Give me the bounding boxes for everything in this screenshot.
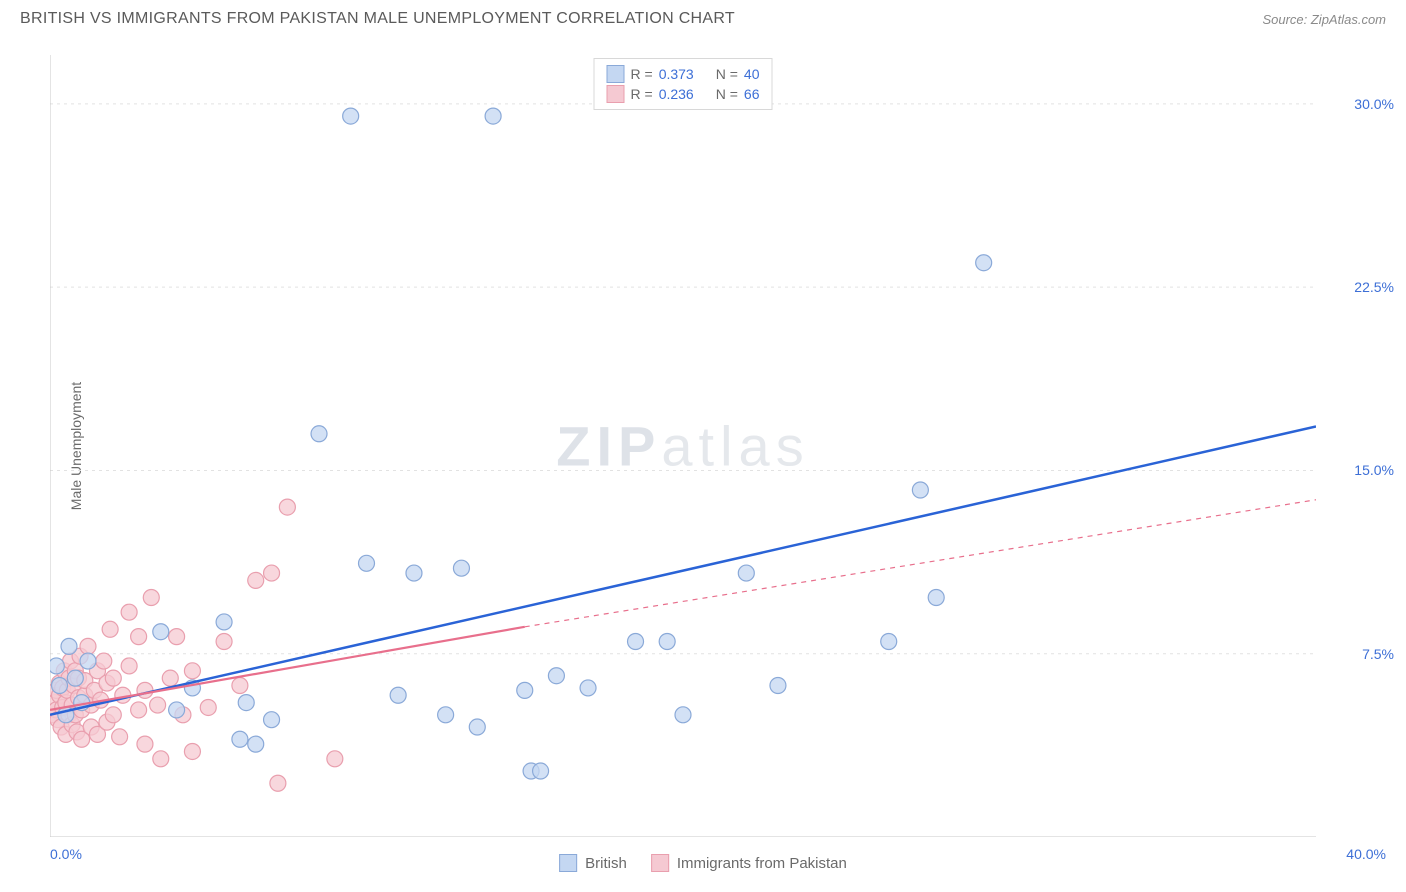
scatter-point [105,707,121,723]
series-legend-item: British [559,854,627,872]
scatter-point [248,736,264,752]
scatter-point [517,682,533,698]
scatter-point [485,108,501,124]
scatter-point [112,729,128,745]
scatter-point [928,590,944,606]
scatter-point [390,687,406,703]
scatter-point [675,707,691,723]
scatter-point [200,699,216,715]
scatter-point [162,670,178,686]
scatter-point [169,702,185,718]
scatter-point [770,677,786,693]
legend-row: R = 0.373 N = 40 [607,65,760,83]
legend-swatch [607,65,625,83]
scatter-point [51,677,67,693]
legend-swatch [559,854,577,872]
scatter-point [881,634,897,650]
source-attribution: Source: ZipAtlas.com [1262,12,1386,27]
scatter-point [533,763,549,779]
series-legend-label: Immigrants from Pakistan [677,855,847,872]
y-tick-label: 15.0% [1354,462,1394,478]
legend-n-value: 40 [744,66,760,82]
scatter-point [659,634,675,650]
scatter-point [359,555,375,571]
scatter-point [137,682,153,698]
scatter-point [96,653,112,669]
scatter-point [912,482,928,498]
scatter-point [153,751,169,767]
scatter-point [131,629,147,645]
legend-r-label: R = [631,86,653,102]
scatter-point [50,658,64,674]
scatter-point [264,565,280,581]
scatter-plot-svg [50,55,1316,837]
scatter-point [580,680,596,696]
scatter-point [80,638,96,654]
y-tick-label: 30.0% [1354,96,1394,112]
scatter-point [184,743,200,759]
scatter-point [143,590,159,606]
y-tick-label: 7.5% [1362,646,1394,662]
scatter-point [169,629,185,645]
x-axis-max-label: 40.0% [1346,846,1386,862]
scatter-point [61,638,77,654]
chart-plot-area: ZIPatlas R = 0.373 N = 40 R = 0.236 N = … [50,55,1316,837]
series-legend: British Immigrants from Pakistan [559,854,847,872]
legend-n-label: N = [716,86,738,102]
scatter-point [453,560,469,576]
scatter-point [311,426,327,442]
scatter-point [80,653,96,669]
scatter-point [216,634,232,650]
scatter-point [232,731,248,747]
scatter-point [232,677,248,693]
scatter-point [469,719,485,735]
scatter-point [216,614,232,630]
scatter-point [738,565,754,581]
scatter-point [438,707,454,723]
legend-r-value: 0.236 [659,86,694,102]
scatter-point [976,255,992,271]
scatter-point [153,624,169,640]
scatter-point [137,736,153,752]
scatter-point [248,572,264,588]
scatter-point [327,751,343,767]
y-tick-label: 22.5% [1354,279,1394,295]
scatter-point [279,499,295,515]
scatter-point [121,658,137,674]
scatter-point [121,604,137,620]
scatter-point [150,697,166,713]
scatter-point [67,670,83,686]
scatter-point [264,712,280,728]
chart-title: BRITISH VS IMMIGRANTS FROM PAKISTAN MALE… [20,10,735,28]
trend-line-pakistan-dash [525,500,1316,627]
scatter-point [184,663,200,679]
legend-n-label: N = [716,66,738,82]
scatter-point [270,775,286,791]
legend-r-value: 0.373 [659,66,694,82]
scatter-point [406,565,422,581]
scatter-point [131,702,147,718]
scatter-point [238,695,254,711]
series-legend-item: Immigrants from Pakistan [651,854,847,872]
trend-line-british [50,426,1316,714]
legend-n-value: 66 [744,86,760,102]
legend-swatch [607,85,625,103]
series-legend-label: British [585,855,627,872]
scatter-point [628,634,644,650]
scatter-point [102,621,118,637]
legend-row: R = 0.236 N = 66 [607,85,760,103]
x-axis-min-label: 0.0% [50,846,82,862]
scatter-point [343,108,359,124]
legend-r-label: R = [631,66,653,82]
correlation-legend: R = 0.373 N = 40 R = 0.236 N = 66 [594,58,773,110]
scatter-point [548,668,564,684]
chart-header: BRITISH VS IMMIGRANTS FROM PAKISTAN MALE… [0,0,1406,33]
legend-swatch [651,854,669,872]
scatter-point [105,670,121,686]
